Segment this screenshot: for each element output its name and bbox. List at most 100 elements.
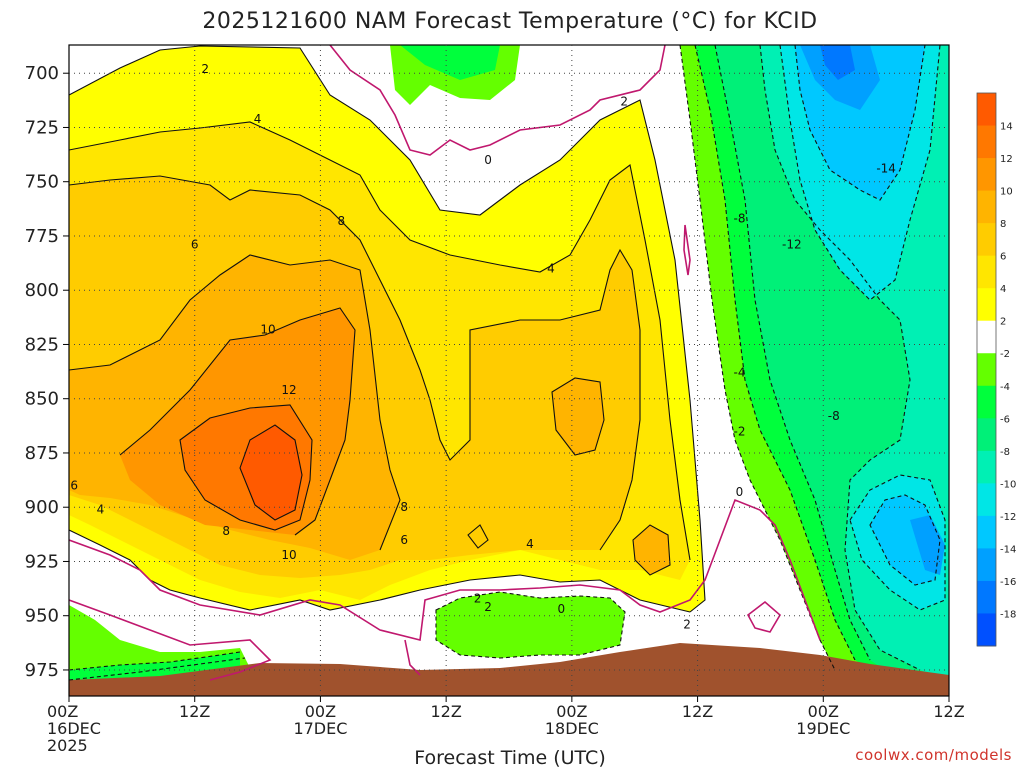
- y-axis: 700 725 750 775 800 825 850 875 900 925 950 975: [25, 63, 69, 681]
- colorbar-tick-label: -8: [1000, 447, 1010, 458]
- colorbar-tick-label: 2: [1000, 317, 1006, 328]
- y-tick-label: 975: [25, 660, 59, 681]
- colorbar-tick-label: 12: [1000, 154, 1013, 165]
- contour-label: 8: [222, 524, 230, 538]
- x-tick-label: 00Z: [47, 702, 78, 721]
- colorbar-swatch: [977, 255, 996, 289]
- credit-text: coolwx.com/models: [855, 746, 1012, 764]
- colorbar-swatch: [977, 515, 996, 549]
- colorbar-tick-label: -16: [1000, 577, 1016, 588]
- contour-label: 6: [400, 533, 408, 547]
- contour-label: -14: [876, 162, 896, 176]
- colorbar-tick-label: -18: [1000, 609, 1016, 620]
- x-tick-label: 00Z: [808, 702, 839, 721]
- freezing-line: [69, 45, 821, 681]
- contour-label: 8: [338, 214, 346, 228]
- contour-label: 4: [547, 262, 555, 276]
- contour-label: 4: [97, 502, 105, 516]
- y-tick-label: 950: [25, 606, 59, 627]
- contour-label: 0: [484, 153, 492, 167]
- fill-14-up: [240, 425, 302, 520]
- y-tick-label: 825: [25, 334, 59, 355]
- x-tick-label: 00Z: [305, 702, 336, 721]
- contour-lines-negative: [69, 45, 946, 681]
- contour-label: 6: [191, 238, 199, 252]
- plot-area: [69, 45, 949, 696]
- contour-label: 4: [254, 112, 262, 126]
- contour-label: -2: [733, 424, 745, 438]
- colorbar-tick-label: 4: [1000, 284, 1006, 295]
- contour-label: -4: [733, 366, 745, 380]
- contour-label: 6: [70, 479, 78, 493]
- colorbar-swatch: [977, 385, 996, 419]
- contour-label: 0: [558, 602, 566, 616]
- contour-lines: [69, 45, 706, 613]
- colorbar-tick-label: -10: [1000, 479, 1016, 490]
- y-tick-label: 775: [25, 226, 59, 247]
- colorbar-swatch: [977, 93, 996, 127]
- chart-title: 2025121600 NAM Forecast Temperature (°C)…: [202, 9, 817, 34]
- x-tick-label: 00Z: [556, 702, 587, 721]
- y-tick-label: 875: [25, 443, 59, 464]
- colorbar-swatch: [977, 483, 996, 517]
- contour-label: 2: [474, 591, 482, 605]
- colorbar: 14 12 10 8 6 4 2 -2 -4 -6 -8 -10 -12 -14 -16 -18: [976, 92, 1016, 647]
- y-tick-label: 800: [25, 280, 59, 301]
- fill-cold-pocket-mid: [436, 592, 625, 658]
- contour-label: -8: [733, 212, 745, 226]
- x-tick-label: 17DEC: [293, 719, 347, 738]
- colorbar-frame: [976, 92, 997, 647]
- y-tick-label: 700: [25, 63, 59, 84]
- colorbar-swatch: [977, 548, 996, 582]
- plot-frame: [68, 44, 950, 697]
- y-tick-label: 750: [25, 172, 59, 193]
- colorbar-swatch: [977, 158, 996, 192]
- fill-cold-pocket-top-2: [400, 45, 500, 80]
- x-tick-label: 2025: [47, 736, 88, 755]
- y-tick-label: 925: [25, 551, 59, 572]
- contour-label: 10: [260, 322, 275, 336]
- contour-label: 4: [526, 537, 534, 551]
- fill-8-10-c: [633, 525, 670, 575]
- colorbar-swatch: [977, 288, 996, 322]
- x-tick-label: 12Z: [682, 702, 713, 721]
- colorbar-swatch: [977, 580, 996, 614]
- x-axis-label: Forecast Time (UTC): [414, 747, 605, 768]
- colorbar-swatch: [977, 125, 996, 159]
- colorbar-swatch: [977, 190, 996, 224]
- contour-label: 8: [400, 500, 408, 514]
- colorbar-tick-label: -2: [1000, 349, 1010, 360]
- colorbar-swatch: [977, 613, 996, 647]
- y-tick-label: 725: [25, 117, 59, 138]
- colorbar-tick-label: -6: [1000, 414, 1010, 425]
- y-tick-label: 850: [25, 389, 59, 410]
- contour-label: 12: [281, 383, 296, 397]
- colorbar-swatch: [977, 353, 996, 387]
- gridlines: [69, 45, 949, 696]
- colorbar-tick-label: 10: [1000, 187, 1013, 198]
- contour-label: 2: [620, 94, 628, 108]
- x-tick-label: 18DEC: [545, 719, 599, 738]
- colorbar-tick-label: 6: [1000, 252, 1006, 263]
- fill-cold-16-18: [820, 45, 855, 80]
- contour-label: 2: [201, 62, 209, 76]
- y-tick-label: 900: [25, 497, 59, 518]
- colorbar-swatch: [977, 418, 996, 452]
- contour-label: -8: [828, 409, 840, 423]
- colorbar-swatch: [977, 320, 996, 354]
- x-tick-label: 16DEC: [47, 719, 101, 738]
- contour-label: -12: [782, 238, 802, 252]
- x-tick-label: 12Z: [179, 702, 210, 721]
- contour-label: 0: [736, 485, 744, 499]
- colorbar-tick-label: -4: [1000, 382, 1010, 393]
- x-tick-label: 12Z: [933, 702, 964, 721]
- fill-8-10-b: [552, 378, 604, 455]
- contour-label: 10: [281, 548, 296, 562]
- colorbar-tick-label: -14: [1000, 544, 1016, 555]
- x-tick-label: 12Z: [430, 702, 461, 721]
- colorbar-swatch: [977, 450, 996, 484]
- colorbar-swatch: [977, 223, 996, 257]
